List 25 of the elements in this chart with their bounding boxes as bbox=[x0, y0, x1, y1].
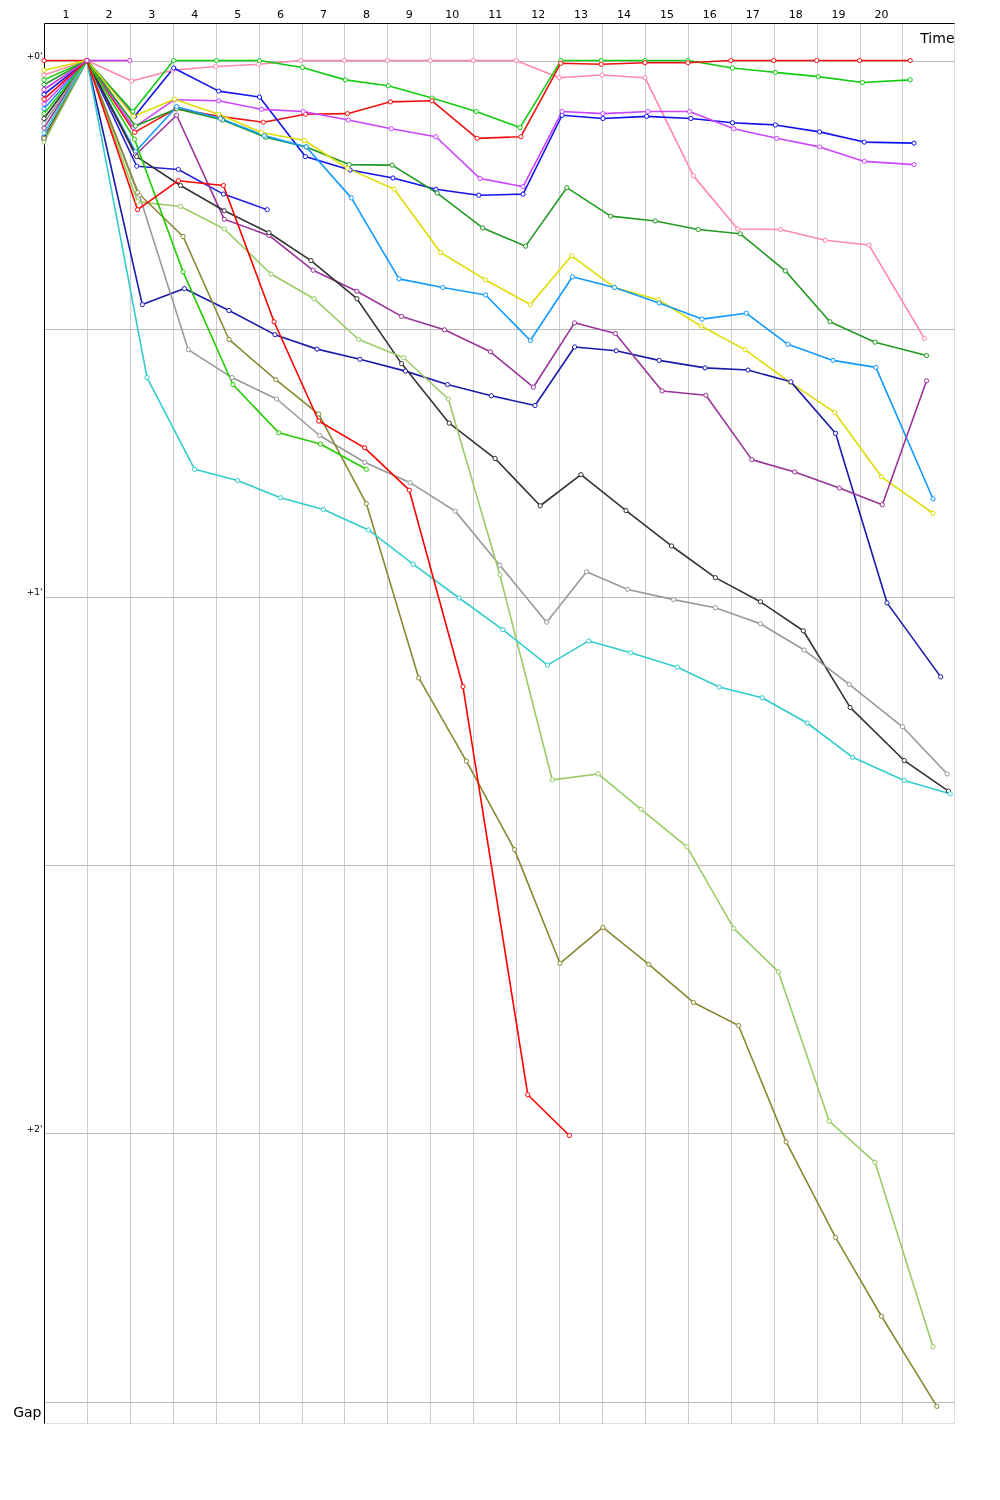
x-tick-label: 12 bbox=[531, 7, 546, 21]
x-tick-label: 6 bbox=[277, 7, 285, 21]
x-tick-label: 13 bbox=[574, 7, 589, 21]
x-tick-label: 10 bbox=[445, 7, 460, 21]
x-tick-label: 17 bbox=[745, 7, 760, 21]
x-tick-label: 4 bbox=[191, 7, 199, 21]
x-tick-label: 18 bbox=[788, 7, 803, 21]
y-axis-title: Gap bbox=[13, 1403, 42, 1420]
x-tick-label: 15 bbox=[659, 7, 674, 21]
x-tick-label: 20 bbox=[874, 7, 889, 21]
x-tick-label: 19 bbox=[831, 7, 846, 21]
x-tick-label: 1 bbox=[62, 7, 70, 21]
y-tick-label: +0' bbox=[26, 51, 43, 62]
x-tick-label: 8 bbox=[362, 7, 370, 21]
x-tick-label: 2 bbox=[105, 7, 113, 21]
x-tick-label: 3 bbox=[148, 7, 156, 21]
x-tick-label: 7 bbox=[320, 7, 328, 21]
x-axis-title: Time bbox=[919, 29, 955, 46]
y-tick-label: +1' bbox=[26, 587, 43, 598]
y-tick-label: +2' bbox=[26, 1123, 43, 1134]
x-tick-label: 5 bbox=[234, 7, 242, 21]
x-tick-label: 11 bbox=[488, 7, 503, 21]
x-tick-label: 14 bbox=[616, 7, 631, 21]
x-tick-label: 9 bbox=[405, 7, 413, 21]
x-tick-label: 16 bbox=[702, 7, 717, 21]
